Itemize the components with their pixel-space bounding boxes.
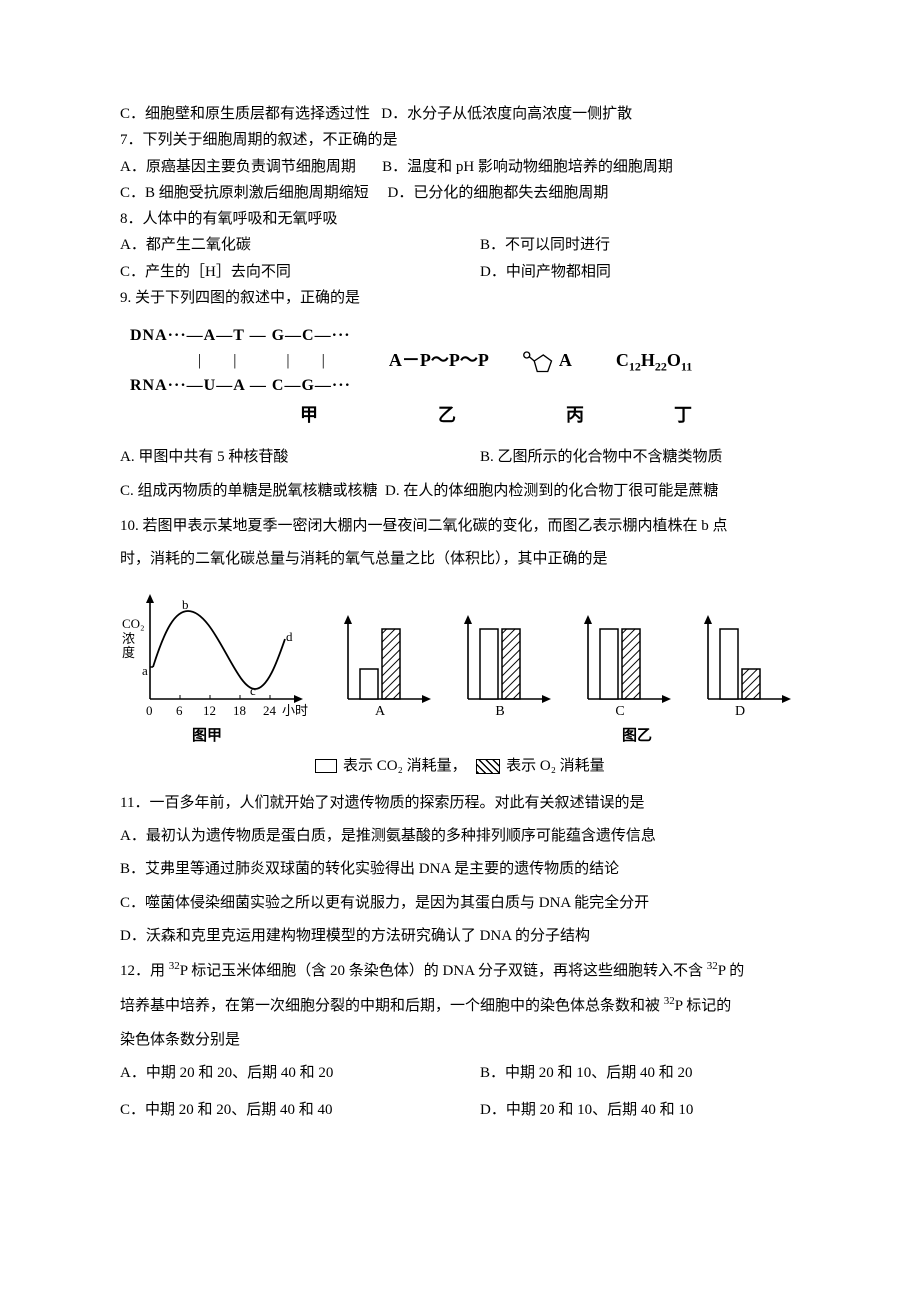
- pentagon-icon: [523, 347, 553, 375]
- figure-yi-molecule: A－P～P～P: [389, 347, 489, 375]
- rna-line: RNA···—U—A — C—G—···: [130, 374, 351, 399]
- jia-ylabel: CO₂浓度: [122, 617, 145, 660]
- caption-chart-yi: 图乙: [622, 725, 652, 748]
- q11-option-c: C．噬菌体侵染细菌实验之所以更有说服力，是因为其蛋白质与 DNA 能完全分开: [120, 892, 800, 915]
- q9-stem: 9. 关于下列四图的叙述中，正确的是: [120, 287, 800, 310]
- q8-options-cd: C．产生的［H］去向不同 D．中间产物都相同: [120, 261, 800, 284]
- bar-plot-d: D: [692, 615, 800, 719]
- q11-option-a: A．最初认为遗传物质是蛋白质，是推测氨基酸的多种排列顺序可能蕴含遗传信息: [120, 825, 800, 848]
- jia-point-b: b: [182, 595, 189, 615]
- figure-ding-formula: C12H22O11: [616, 347, 692, 376]
- q9-figure-captions: 甲 乙 丙 丁: [120, 402, 800, 430]
- jia-xtick-4: 24: [263, 701, 276, 721]
- q9-option-a: A. 甲图中共有 5 种核苷酸: [120, 446, 480, 469]
- svg-text:C: C: [615, 704, 624, 719]
- q9-options-cd: C. 组成丙物质的单糖是脱氧核糖或核糖 D. 在人的体细胞内检测到的化合物丁很可…: [120, 480, 800, 503]
- figure-bing-label: A: [559, 347, 572, 375]
- svg-text:B: B: [495, 704, 504, 719]
- legend-o2-hatch-icon: [476, 759, 500, 774]
- jia-xtick-3: 18: [233, 701, 246, 721]
- caption-chart-jia: 图甲: [192, 725, 222, 748]
- caption-ding: 丁: [674, 402, 692, 430]
- legend-o2-text: 表示 O₂ 消耗量: [506, 758, 605, 774]
- q12-option-b: B．中期 20 和 10、后期 40 和 20: [480, 1062, 800, 1085]
- legend-co2-box-icon: [315, 759, 337, 773]
- jia-point-d: d: [286, 627, 293, 647]
- q9-options-ab: A. 甲图中共有 5 种核苷酸 B. 乙图所示的化合物中不含糖类物质: [120, 446, 800, 469]
- q6-options-cd: C．细胞壁和原生质层都有选择透过性 D．水分子从低浓度向高浓度一侧扩散: [120, 103, 800, 126]
- svg-text:D: D: [735, 704, 745, 719]
- svg-text:A: A: [375, 704, 386, 719]
- q12-option-a: A．中期 20 和 20、后期 40 和 20: [120, 1062, 480, 1085]
- caption-bing: 丙: [566, 402, 584, 430]
- jia-point-c: c: [250, 681, 256, 701]
- jia-xtick-2: 12: [203, 701, 216, 721]
- q7-option-d: D．已分化的细胞都失去细胞周期: [388, 185, 609, 201]
- q8-option-b: B．不可以同时进行: [480, 234, 800, 257]
- caption-jia: 甲: [300, 402, 318, 430]
- bond-lines: | | | |: [198, 349, 351, 374]
- q9-option-b: B. 乙图所示的化合物中不含糖类物质: [480, 446, 800, 469]
- chart-yi-group: A B C: [332, 615, 800, 719]
- q7-options-ab: A．原癌基因主要负责调节细胞周期 B．温度和 pH 影响动物细胞培养的细胞周期: [120, 156, 800, 179]
- dna-line: DNA···—A—T — G—C—···: [130, 324, 351, 349]
- q11-option-b: B．艾弗里等通过肺炎双球菌的转化实验得出 DNA 是主要的遗传物质的结论: [120, 858, 800, 881]
- bar-plot-a: A: [332, 615, 440, 719]
- q10-stem-2: 时，消耗的二氧化碳总量与消耗的氧气总量之比（体积比），其中正确的是: [120, 548, 800, 571]
- q12-options-cd: C．中期 20 和 20、后期 40 和 40 D．中期 20 和 10、后期 …: [120, 1099, 800, 1122]
- q7-stem: 7．下列关于细胞周期的叙述，不正确的是: [120, 129, 800, 152]
- q10-stem-1: 10. 若图甲表示某地夏季一密闭大棚内一昼夜间二氧化碳的变化，而图乙表示棚内植株…: [120, 515, 800, 538]
- q8-option-c: C．产生的［H］去向不同: [120, 261, 480, 284]
- bar-plot-b: B: [452, 615, 560, 719]
- q8-option-a: A．都产生二氧化碳: [120, 234, 480, 257]
- q8-stem: 8．人体中的有氧呼吸和无氧呼吸: [120, 208, 800, 231]
- q8-options-ab: A．都产生二氧化碳 B．不可以同时进行: [120, 234, 800, 257]
- q12-stem-1: 12．用 32P 标记玉米体细胞（含 20 条染色体）的 DNA 分子双链，再将…: [120, 958, 800, 983]
- q6-option-d: D．水分子从低浓度向高浓度一侧扩散: [381, 106, 632, 122]
- q7-option-c: C．B 细胞受抗原刺激后细胞周期缩短: [120, 185, 369, 201]
- q10-legend: 表示 CO₂ 消耗量， 表示 O₂ 消耗量: [120, 755, 800, 778]
- q11-stem: 11．一百多年前，人们就开始了对遗传物质的探索历程。对此有关叙述错误的是: [120, 792, 800, 815]
- q7-options-cd: C．B 细胞受抗原刺激后细胞周期缩短 D．已分化的细胞都失去细胞周期: [120, 182, 800, 205]
- jia-xtick-0: 0: [146, 701, 153, 721]
- q12-stem-3: 染色体条数分别是: [120, 1029, 800, 1052]
- caption-yi: 乙: [438, 402, 456, 430]
- q7-option-a: A．原癌基因主要负责调节细胞周期: [120, 159, 356, 175]
- q10-figure-captions: 图甲 图乙: [120, 725, 800, 748]
- q9-option-d: D. 在人的体细胞内检测到的化合物丁很可能是蔗糖: [385, 483, 718, 499]
- figure-jia-molecule: DNA···—A—T — G—C—··· | | | | RNA···—U—A …: [130, 324, 351, 398]
- q12-option-c: C．中期 20 和 20、后期 40 和 40: [120, 1099, 480, 1122]
- q10-figure-row: CO₂浓度 a b c d 0 6 12 18 24 小时 A: [120, 589, 800, 719]
- q8-option-d: D．中间产物都相同: [480, 261, 800, 284]
- chart-jia: CO₂浓度 a b c d 0 6 12 18 24 小时: [120, 589, 310, 719]
- q12-stem-2: 培养基中培养，在第一次细胞分裂的中期和后期，一个细胞中的染色体总条数和被 32P…: [120, 993, 800, 1018]
- q12-option-d: D．中期 20 和 10、后期 40 和 10: [480, 1099, 800, 1122]
- figure-bing-molecule: A: [523, 347, 572, 375]
- q7-option-b: B．温度和 pH 影响动物细胞培养的细胞周期: [382, 159, 673, 175]
- jia-xlabel: 小时: [282, 701, 308, 721]
- q9-option-c: C. 组成丙物质的单糖是脱氧核糖或核糖: [120, 483, 378, 499]
- jia-point-a: a: [142, 661, 148, 681]
- legend-co2-text: 表示 CO₂ 消耗量，: [343, 758, 467, 774]
- q11-option-d: D．沃森和克里克运用建构物理模型的方法研究确认了 DNA 的分子结构: [120, 925, 800, 948]
- q12-options-ab: A．中期 20 和 20、后期 40 和 20 B．中期 20 和 10、后期 …: [120, 1062, 800, 1085]
- jia-xtick-1: 6: [176, 701, 183, 721]
- q6-option-c: C．细胞壁和原生质层都有选择透过性: [120, 106, 370, 122]
- bar-plot-c: C: [572, 615, 680, 719]
- q9-figure-row: DNA···—A—T — G—C—··· | | | | RNA···—U—A …: [130, 324, 800, 398]
